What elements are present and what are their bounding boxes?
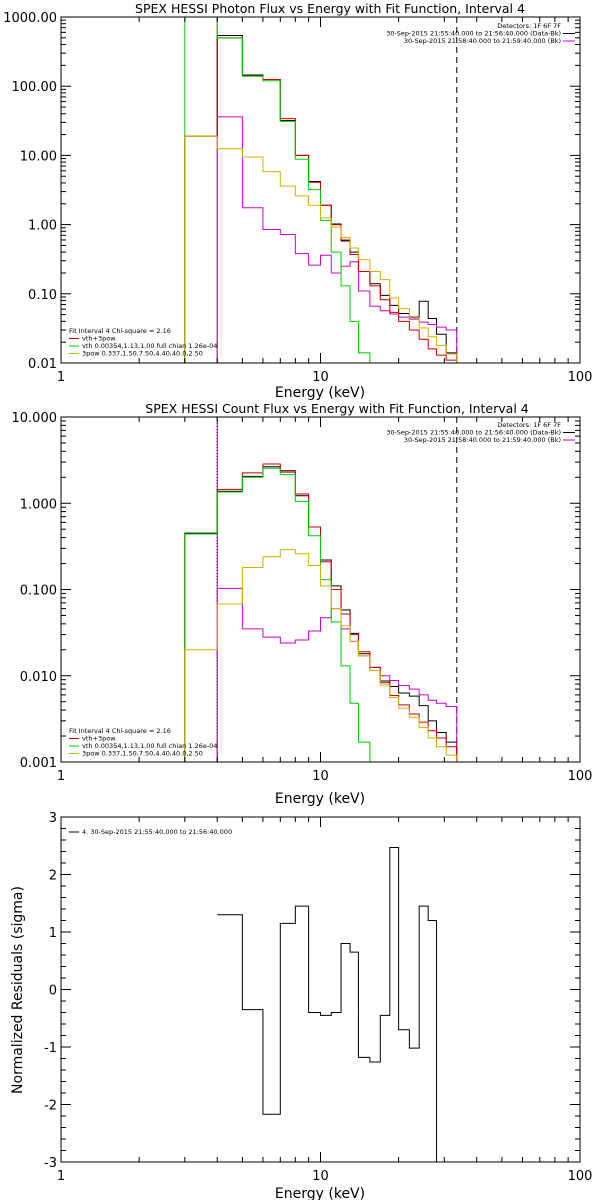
residuals-xlabel: Energy (keV) xyxy=(275,1186,365,1200)
photon-flux-marks: 1 10 100 0.01 0.10 1.00 10.00 100.00 1000.00 Dete… xyxy=(3,11,592,385)
series-group xyxy=(184,463,458,762)
series-line-4 xyxy=(184,549,458,762)
legend-line-1: vth+3pow xyxy=(82,335,116,343)
legend-line-2: vth 0.00354,1.13,1.00 full chian 1.26e-0… xyxy=(82,742,217,750)
y-tick-label: 0.010 xyxy=(20,670,57,685)
x-tick-label: 100 xyxy=(568,370,593,385)
x-tick-label: 1 xyxy=(57,370,65,385)
y-tick-label: -3 xyxy=(44,1156,57,1171)
info-line-2: 30-Sep-2015 21:58:40.000 to 21:59:40.000… xyxy=(404,436,561,444)
y-tick-label: 1.00 xyxy=(28,219,57,234)
series-line-2 xyxy=(184,37,458,363)
legend-line-3: 3pow 0.337,1.50,7.50,4.40,40.0,2.50 xyxy=(82,750,203,758)
legend-line-3: 3pow 0.337,1.50,7.50,4.40,40.0,2.50 xyxy=(82,350,203,358)
series-line-1 xyxy=(216,587,458,762)
legend-line-0: Fit Interval 4 Chi-square = 2.16 xyxy=(69,727,171,735)
x-tick-label: 100 xyxy=(568,1169,593,1184)
series-line-0 xyxy=(217,846,438,1162)
x-tick-label: 10 xyxy=(312,1169,329,1184)
y-tick-label: 2 xyxy=(49,869,57,884)
photon-flux-title: SPEX HESSI Photon Flux vs Energy with Fi… xyxy=(135,1,525,16)
count-flux-marks: 1 10 100 0.001 0.010 0.100 1.000 10.000 Detector… xyxy=(12,411,593,784)
count-flux-panel: SPEX HESSI Count Flux vs Energy with Fit… xyxy=(12,401,593,807)
y-tick-label: 10.000 xyxy=(12,411,58,426)
y-tick-label: 0.100 xyxy=(20,584,57,599)
legend-line-0: Fit Interval 4 Chi-square = 2.16 xyxy=(69,327,171,335)
x-tick-label: 10 xyxy=(312,769,329,784)
series-line-3 xyxy=(184,467,457,762)
info-line-0: Detectors: 1F 6F 7F xyxy=(497,22,561,30)
y-tick-label: 0 xyxy=(49,984,57,999)
y-tick-label: 1000.00 xyxy=(3,11,57,26)
y-tick-label: -1 xyxy=(44,1041,57,1056)
y-tick-label: 0.10 xyxy=(28,288,57,303)
residuals-panel: Energy (keV) Normalized Residuals (sigma… xyxy=(10,811,592,1200)
legend-line-0: 4. 30-Sep-2015 21:55:40.000 to 21:56:40.… xyxy=(82,828,232,836)
y-tick-label: 0.001 xyxy=(20,756,57,771)
series-group xyxy=(184,17,458,363)
legend-line-1: vth+3pow xyxy=(82,735,116,743)
x-tick-label: 1 xyxy=(57,1169,65,1184)
plot-frame xyxy=(60,816,581,1163)
plot-frame xyxy=(60,416,581,763)
count-flux-title: SPEX HESSI Count Flux vs Energy with Fit… xyxy=(145,401,528,416)
y-tick-label: -2 xyxy=(44,1099,57,1114)
y-tick-label: 0.01 xyxy=(28,357,57,372)
y-tick-label: 10.00 xyxy=(20,149,57,164)
residuals-ylabel: Normalized Residuals (sigma) xyxy=(10,886,26,1094)
info-line-1: 30-Sep-2015 21:55:40.000 to 21:56:40.000… xyxy=(386,429,561,437)
y-tick-label: 1 xyxy=(49,926,57,941)
legend-line-2: vth 0.00354,1.13,1.00 full chian 1.26e-0… xyxy=(82,342,217,350)
x-tick-label: 100 xyxy=(568,769,593,784)
info-line-2: 30-Sep-2015 21:58:40.000 to 21:59:40.000… xyxy=(404,37,561,45)
series-line-3 xyxy=(184,17,457,363)
info-line-1: 30-Sep-2015 21:55:40.000 to 21:56:40.000… xyxy=(386,30,561,38)
photon-flux-xlabel: Energy (keV) xyxy=(275,385,365,401)
residuals-marks: 1 10 100 -3 -2 -1 0 1 2 3 4. 30-Sep-2015 21:55:40.… xyxy=(44,811,592,1184)
series-line-1 xyxy=(216,116,458,363)
series-group xyxy=(217,846,438,1162)
count-flux-xlabel: Energy (keV) xyxy=(275,791,365,807)
series-line-0 xyxy=(184,466,458,762)
photon-flux-panel: SPEX HESSI Photon Flux vs Energy with Fi… xyxy=(3,1,592,401)
y-tick-label: 1.000 xyxy=(20,497,57,512)
series-line-4 xyxy=(184,135,458,363)
info-line-0: Detectors: 1F 6F 7F xyxy=(497,421,561,429)
x-tick-label: 10 xyxy=(312,370,329,385)
x-tick-label: 1 xyxy=(57,769,65,784)
y-tick-label: 100.00 xyxy=(12,80,58,95)
series-line-2 xyxy=(184,463,458,762)
y-tick-label: 3 xyxy=(49,811,57,826)
